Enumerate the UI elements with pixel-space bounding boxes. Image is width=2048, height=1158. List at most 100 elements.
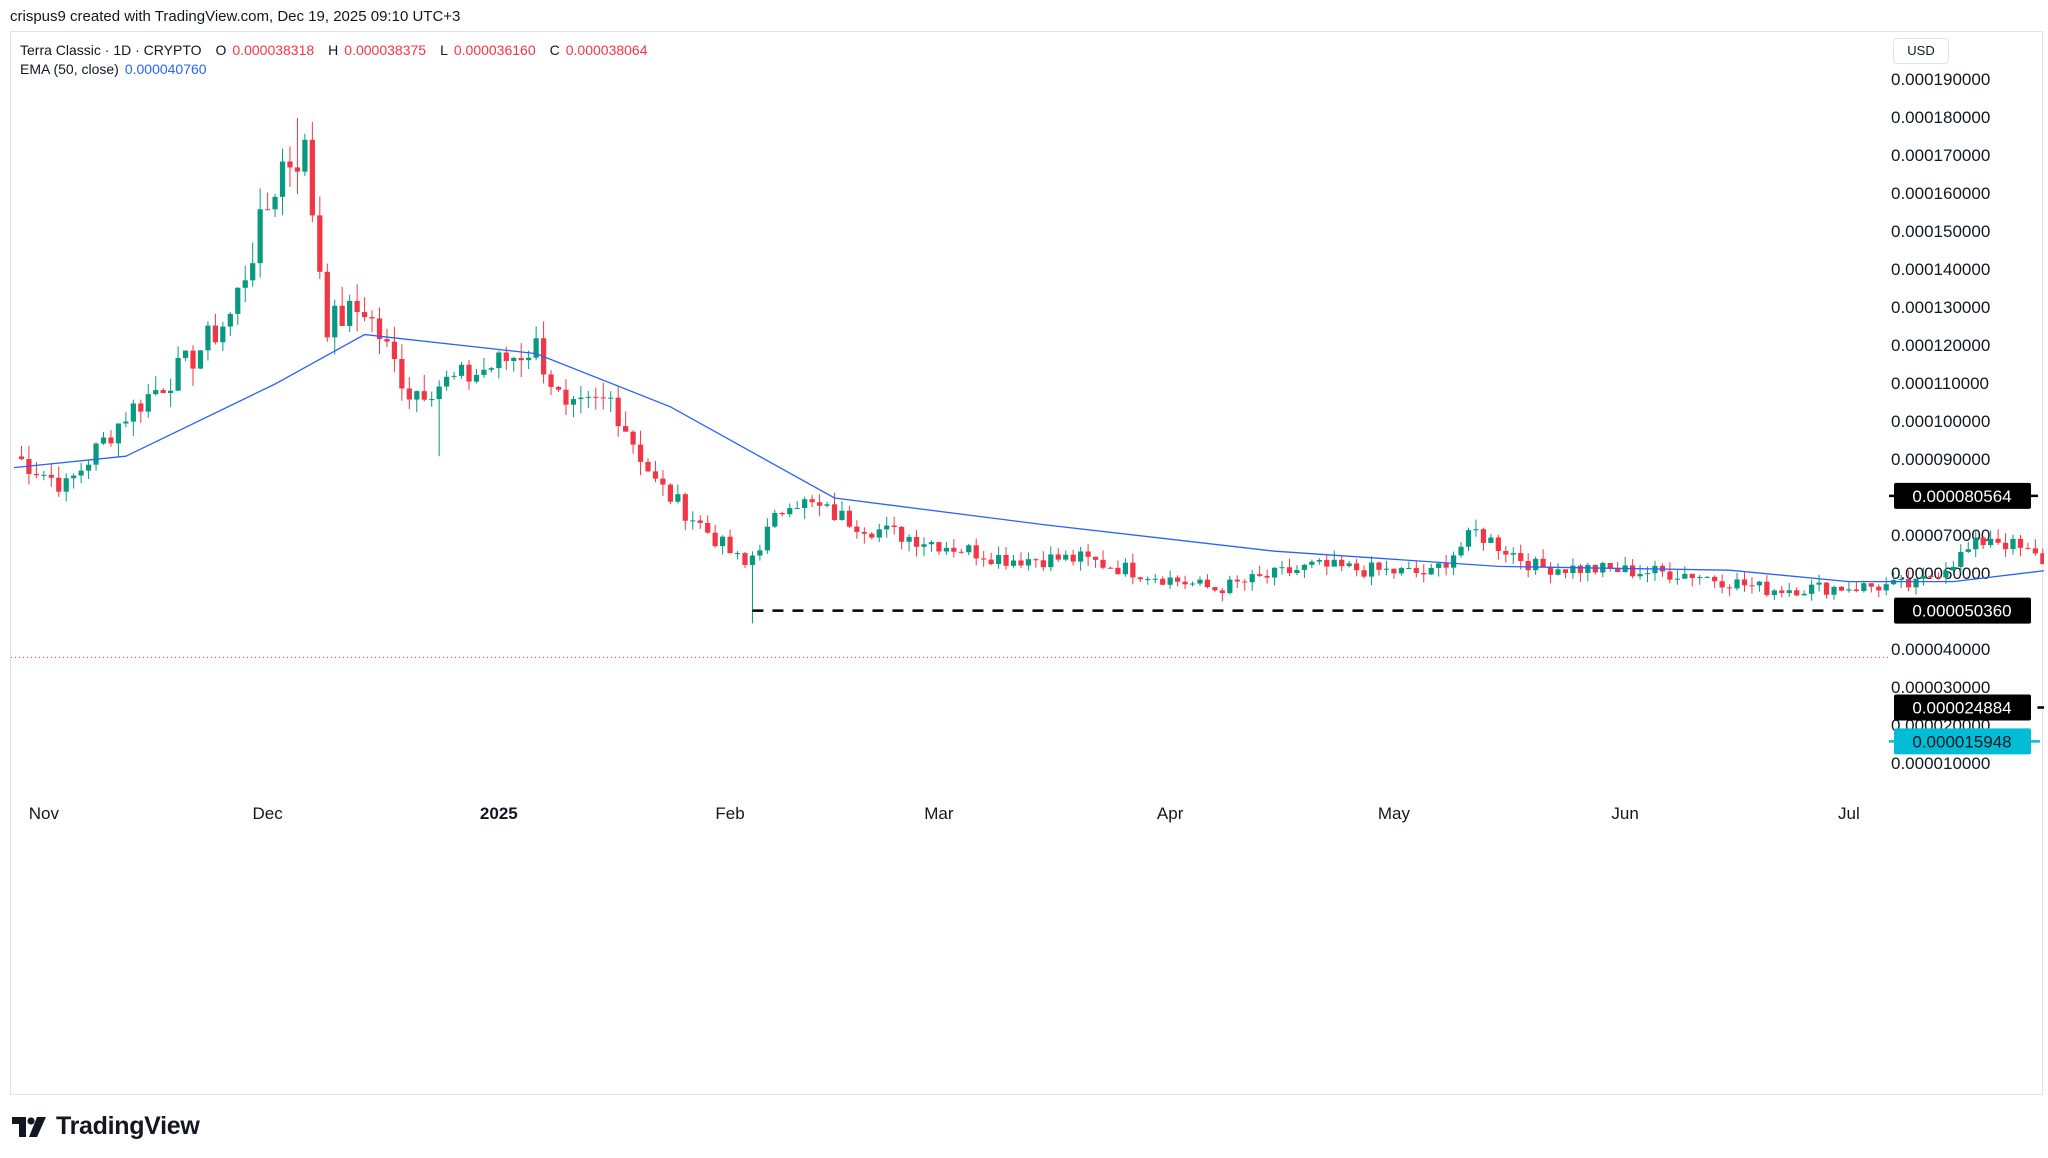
price-chart[interactable]: 0.000190000 0.000180000 0.000170000 0.00016… — [11, 32, 2044, 1096]
close-label: C — [549, 42, 560, 58]
candle-body — [757, 550, 763, 556]
candle-body — [1018, 560, 1024, 566]
tradingview-brand[interactable]: TradingView — [12, 1112, 200, 1141]
candle-body — [667, 484, 674, 502]
candle-body — [548, 374, 554, 387]
candle-body — [734, 553, 741, 555]
candle-body — [876, 529, 882, 538]
candle-body — [1689, 573, 1695, 578]
candle-body — [451, 375, 457, 377]
candle-body — [981, 558, 987, 560]
candle-body — [563, 389, 569, 405]
candle-body — [831, 504, 838, 521]
candle-body — [1249, 574, 1255, 583]
candle-body — [958, 551, 964, 553]
candle-body — [764, 526, 770, 551]
candle-body — [555, 386, 562, 390]
candle-body — [921, 544, 927, 547]
chart-legend: Terra Classic · 1D · CRYPTO O 0.000038318… — [20, 41, 648, 79]
candle-body — [1324, 560, 1330, 567]
ema-line — [13, 333, 2044, 583]
candle-body — [526, 357, 532, 361]
candle-body — [1391, 568, 1397, 574]
candle-body — [1577, 565, 1584, 573]
candle-body — [951, 547, 957, 552]
candle-body — [578, 397, 584, 400]
candle-body — [115, 423, 122, 444]
candle-body — [63, 478, 69, 492]
candle-body — [1801, 593, 1807, 596]
author-credit: crispus9 created with TradingView.com, D… — [10, 8, 461, 25]
candle-body — [1279, 567, 1285, 569]
candle-body — [1712, 576, 1718, 582]
candle-body — [488, 368, 494, 370]
candle-body — [481, 369, 487, 375]
y-tick-label: 0.000180000 — [1891, 108, 1990, 127]
candle-body — [794, 508, 800, 510]
candle-body — [503, 352, 509, 362]
candle-body — [1965, 549, 1971, 552]
chart-frame[interactable]: 0.000190000 0.000180000 0.000170000 0.00016… — [10, 31, 2044, 1096]
candle-body — [1980, 537, 1986, 546]
level-label: 0.000024884 — [1912, 698, 2011, 717]
level-label: 0.000015948 — [1912, 732, 2011, 751]
y-tick-label: 0.000070000 — [1891, 526, 1990, 545]
candle-body — [414, 391, 420, 400]
low-label: L — [440, 42, 448, 58]
candle-body — [1450, 555, 1457, 568]
candle-body — [406, 388, 412, 400]
candle-body — [1973, 537, 1979, 550]
candle-body — [1861, 583, 1867, 591]
candle-body — [2032, 548, 2039, 554]
candle-body — [190, 350, 196, 369]
candle-body — [257, 209, 263, 264]
candle-body — [458, 364, 465, 376]
y-tick-label: 0.000090000 — [1891, 450, 1990, 469]
candle-body — [205, 325, 211, 351]
x-tick-label: Feb — [715, 804, 744, 823]
candle-body — [1383, 568, 1390, 570]
level-label-box — [1894, 728, 2031, 755]
candle-body — [1346, 563, 1352, 567]
candle-body — [1555, 569, 1561, 575]
candle-body — [705, 522, 711, 533]
candle-body — [168, 390, 174, 394]
candle-body — [361, 312, 368, 318]
candle-body — [727, 536, 733, 554]
candle-body — [1219, 590, 1225, 594]
candle-body — [802, 499, 808, 509]
candle-body — [309, 139, 315, 216]
candle-body — [1741, 579, 1748, 586]
currency-button[interactable]: USD — [1893, 38, 1949, 64]
y-tick-label: 0.000030000 — [1891, 678, 1990, 697]
candle-body — [719, 536, 726, 547]
y-tick-label: 0.000040000 — [1891, 640, 1990, 659]
candle-body — [2017, 538, 2024, 548]
candle-body — [1667, 571, 1673, 580]
candle-body — [1070, 554, 1076, 562]
candle-body — [1443, 563, 1449, 568]
candle-body — [1629, 565, 1636, 577]
y-tick-label: 0.000150000 — [1891, 222, 1990, 241]
candle-body — [130, 403, 136, 422]
candle-body — [2025, 547, 2031, 549]
candle-body — [93, 443, 99, 465]
candle-body — [1130, 562, 1136, 578]
candle-body — [1122, 562, 1129, 575]
candle-body — [1786, 590, 1792, 593]
ema-label[interactable]: EMA (50, close) — [20, 61, 119, 77]
symbol-title[interactable]: Terra Classic · 1D · CRYPTO — [20, 42, 202, 58]
candle-body — [138, 403, 144, 412]
candle-body — [891, 525, 897, 528]
candle-body — [1771, 590, 1777, 596]
candle-body — [1413, 568, 1419, 574]
candle-body — [384, 339, 390, 342]
candle-body — [854, 526, 860, 532]
candle-body — [496, 352, 502, 369]
candle-body — [1092, 556, 1099, 560]
candle-body — [1697, 577, 1703, 579]
candle-body — [1905, 578, 1912, 588]
candle-body — [1152, 578, 1158, 580]
candle-body — [1063, 554, 1069, 560]
candle-body — [444, 376, 450, 387]
